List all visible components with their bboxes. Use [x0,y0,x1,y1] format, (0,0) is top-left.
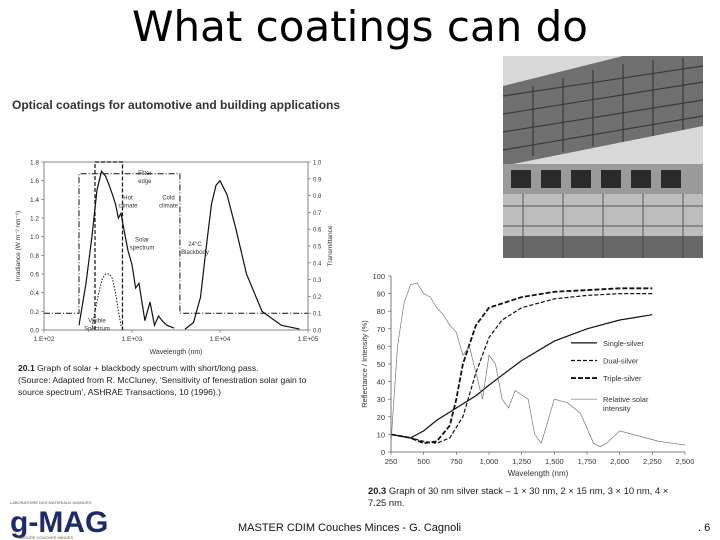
footer-text: MASTER CDIM Couches Minces - G. Cagnoli [238,522,462,534]
chart1-y-tick-label: 0.2 [30,309,39,316]
chart1-annotation-hot-climate: Hot [123,195,133,201]
chart1-y2-axis-label: Transmittance [327,225,334,266]
chart1-plot-frame [43,161,309,331]
chart1-y-tick-label: 1.8 [30,160,39,167]
chart2-y-tick-label: 30 [377,395,385,404]
chart1-series-line-4 [44,173,308,314]
chart2-y-tick-label: 90 [377,290,385,299]
g-mag-logo: LABORATOIRE DES MATERIAUX AVANCES g-MAG … [10,500,108,540]
figure1-caption-number: 20.1 [18,363,35,373]
chart1-series-line-5 [94,161,124,330]
chart1-x-tick-label: 1.E+03 [122,336,143,343]
solar-blackbody-chart: 0.0 0.2 0.4 0.6 0.8 1.0 1.2 1.4 1.6 1.8 0.0 0.1 0.2 0… [15,160,334,357]
page-number: . 6 [698,522,711,534]
chart1-annotation-blackbody: Blackbody [181,250,209,256]
chart1-annotation-visible-spectrum: Spectrum [84,327,110,333]
chart1-annotation-solar-spectrum: spectrum [130,245,155,251]
chart2-legend-label: Triple-silver [603,374,642,383]
chart2-series-line-3 [390,287,653,445]
chart2-x-axis-label: Wavelength (nm) [508,469,569,478]
chart2-x-tick-label: 1,250 [512,457,531,466]
chart2-y-tick-label: 70 [377,325,385,334]
chart2-x-tick-label: 500 [417,457,430,466]
figure1-caption-source: (Source: Adapted from R. McCluney, ‘Sens… [18,375,307,397]
chart1-y2-tick-label: 0.2 [313,295,322,301]
figure2-caption-number: 20.3 [368,485,387,496]
chart2-y-tick-label: 100 [372,272,385,281]
chart1-annotation-solar-spectrum: Solar [135,237,149,243]
chart1-y2-tick-label: 0.0 [313,329,322,335]
chart1-x-axis-label: Wavelength (nm) [149,349,202,356]
chart1-annotation-filter-edge: Filter [138,171,151,177]
chart2-x-tick-label: 750 [450,457,463,466]
chart1-y-tick-label: 0.8 [30,253,39,260]
chart1-series-line-3 [184,179,300,330]
chart2-series-line-1 [390,314,653,439]
chart2-y-axis-label: Reflectance / Intensity (%) [360,320,369,408]
chart2-legend-label: Relative solar [603,395,649,404]
chart2-x-tick-label: 1,500 [545,457,564,466]
figure2-caption-text: Graph of 30 nm silver stack – 1 × 30 nm,… [368,485,669,508]
slide-title: What coatings can do [131,2,589,51]
chart2-legend-label: Single-silver [603,339,644,348]
chart1-annotation-cold-climate: Cold [162,195,174,201]
logo-tagline-bottom: GROUPE COUCHES MINCES [18,535,73,540]
chart1-y2-tick-label: 0.1 [313,312,322,318]
chart2-legend-label: intensity [603,404,631,413]
chart1-y-tick-label: 0.6 [30,272,39,279]
chart1-y2-tick-label: 0.6 [313,228,322,234]
chart1-y2-tick-label: 0.9 [313,177,322,183]
chart2-series-line-4 [390,282,686,448]
chart2-x-tick-label: 250 [385,457,398,466]
building-photo [503,56,703,258]
chart2-y-tick-label: 20 [377,413,385,422]
chart2-y-tick-label: 60 [377,342,385,351]
chart1-y2-tick-label: 0.3 [313,278,322,284]
logo-tagline-top: LABORATOIRE DES MATERIAUX AVANCES [10,500,91,505]
chart1-y-tick-label: 0.0 [30,328,39,335]
chart1-y-tick-label: 1.0 [30,234,39,241]
chart1-y-tick-label: 1.6 [30,178,39,185]
chart2-legend-label: Dual-silver [603,356,639,365]
chart1-y2-tick-label: 1.0 [313,161,322,167]
chart2-x-tick-label: 1,000 [480,457,499,466]
chart1-annotation-blackbody: 24°C [188,242,202,248]
chart2-x-tick-label: 2,000 [610,457,629,466]
logo-text: g-MAG [10,506,108,539]
chart1-annotation-hot-climate: climate [118,203,138,209]
figure2-caption: 20.3 Graph of 30 nm silver stack – 1 × 3… [368,485,688,509]
figure1-caption: 20.1 Graph of solar + blackbody spectrum… [18,362,333,398]
section-heading: Optical coatings for automotive and buil… [12,98,341,112]
chart1-series-line-1 [78,170,175,329]
chart1-annotation-filter-edge: edge [138,179,152,185]
chart1-series-line-2 [91,273,124,331]
chart2-x-tick-label: 2,500 [676,457,695,466]
chart2-series-line-2 [390,293,653,444]
chart2-y-tick-label: 40 [377,378,385,387]
chart2-y-tick-label: 10 [377,430,385,439]
chart1-y-tick-label: 1.4 [30,197,39,204]
chart1-y2-tick-label: 0.4 [313,261,322,267]
chart2-y-tick-label: 50 [377,360,385,369]
chart2-x-tick-label: 2,250 [643,457,662,466]
silver-stack-chart: 0 10 20 30 40 50 60 70 80 90 100 250 500 750 1,000 1,25… [360,272,695,478]
chart1-x-tick-label: 1.E+05 [298,336,319,343]
chart1-y2-tick-label: 0.7 [313,211,322,217]
chart2-x-tick-label: 1,750 [578,457,597,466]
chart2-y-tick-label: 80 [377,307,385,316]
chart1-annotation-visible-spectrum: Visible [88,319,106,325]
figure1-caption-text: Graph of solar + blackbody spectrum with… [34,363,259,373]
chart2-y-tick-label: 0 [381,448,385,457]
chart1-x-tick-label: 1.E+02 [34,336,55,343]
chart1-y2-tick-label: 0.8 [313,194,322,200]
chart1-y-tick-label: 0.4 [30,290,39,297]
chart1-y2-tick-label: 0.5 [313,245,322,251]
chart1-annotation-cold-climate: climate [159,203,179,209]
chart1-y-tick-label: 1.2 [30,216,39,223]
chart1-x-tick-label: 1.E+04 [210,336,231,343]
chart1-y-axis-label: Irradiance (W m⁻² nm⁻¹) [15,211,22,281]
